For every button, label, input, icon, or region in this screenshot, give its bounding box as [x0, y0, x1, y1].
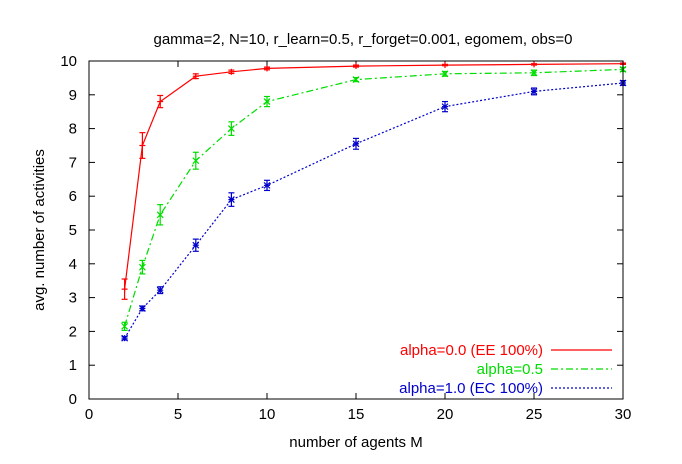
- x-tick-label: 25: [526, 406, 543, 423]
- data-point: [264, 65, 270, 72]
- series-line-2: [124, 82, 624, 339]
- y-tick-label: 4: [69, 256, 77, 273]
- series-line-0: [124, 63, 624, 290]
- data-point: [352, 140, 360, 148]
- x-tick-label: 10: [259, 406, 276, 423]
- data-point: [138, 263, 146, 271]
- legend-label: alpha=0.5: [477, 361, 543, 378]
- plot-area: 0 5 10 15 20 25 30 0 1 2 3 4 5 6 7 8 9 10 alpha=0.0 (EE 10…: [60, 53, 631, 423]
- x-axis-title: number of agents M: [289, 434, 422, 451]
- data-point: [156, 286, 164, 294]
- series-line-1: [124, 68, 624, 327]
- data-point: [441, 103, 449, 111]
- data-point: [121, 322, 129, 330]
- data-point: [138, 304, 146, 312]
- data-point: [121, 286, 128, 293]
- legend-label: alpha=1.0 (EC 100%): [399, 380, 543, 397]
- data-point: [530, 87, 538, 95]
- x-tick-label: 0: [85, 406, 93, 423]
- data-point: [530, 69, 538, 77]
- y-tick-label: 3: [69, 290, 77, 307]
- data-point: [263, 98, 271, 105]
- data-point: [353, 63, 359, 70]
- data-point: [139, 142, 146, 149]
- data-point: [263, 181, 271, 189]
- data-point: [442, 62, 448, 69]
- y-tick-label: 8: [69, 121, 77, 138]
- chart-title: gamma=2, N=10, r_learn=0.5, r_forget=0.0…: [153, 31, 572, 48]
- data-point: [157, 98, 164, 105]
- data-point: [352, 76, 360, 84]
- data-point: [192, 73, 199, 80]
- y-tick-label: 2: [69, 323, 77, 340]
- y-axis-title: avg. number of activities: [31, 149, 48, 311]
- data-point: [156, 211, 164, 219]
- data-point: [228, 68, 235, 75]
- y-tick-label: 0: [69, 391, 77, 408]
- y-tick-label: 1: [69, 357, 77, 374]
- x-tick-label: 5: [174, 406, 182, 423]
- data-point: [441, 70, 449, 78]
- y-tick-label: 9: [69, 87, 77, 104]
- legend-label: alpha=0.0 (EE 100%): [400, 342, 543, 359]
- data-point: [192, 157, 200, 165]
- y-tick-label: 5: [69, 222, 77, 239]
- data-point: [227, 196, 235, 204]
- data-point: [227, 125, 235, 133]
- plot-frame: [88, 60, 624, 400]
- data-point: [121, 334, 129, 342]
- y-tick-label: 7: [69, 154, 77, 171]
- data-point: [192, 241, 200, 249]
- x-tick-label: 20: [437, 406, 454, 423]
- y-tick-label: 10: [60, 53, 77, 70]
- x-tick-label: 15: [348, 406, 365, 423]
- x-tick-label: 30: [615, 406, 632, 423]
- y-tick-label: 6: [69, 188, 77, 205]
- data-point: [531, 61, 537, 68]
